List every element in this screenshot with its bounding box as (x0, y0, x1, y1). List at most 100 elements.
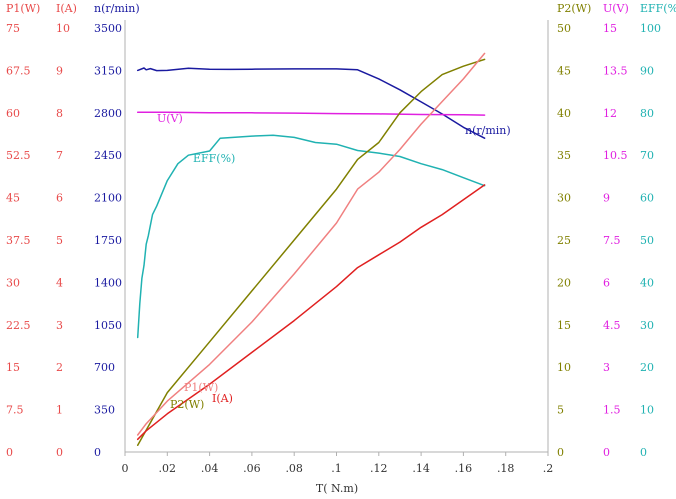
tick-label-i: 1 (56, 404, 63, 417)
annotation-label: n(r/min) (465, 124, 511, 137)
tick-label-p2: 25 (557, 234, 571, 247)
tick-label-eff: 0 (640, 446, 647, 459)
x-tick-label: .08 (285, 462, 303, 475)
x-tick-label: 0 (122, 462, 129, 475)
tick-label-u: 9 (603, 192, 610, 205)
tick-label-p1: 37.5 (6, 234, 31, 247)
tick-label-i: 3 (56, 319, 63, 332)
series-line-n (136, 67, 486, 139)
axis-header-i: I(A) (56, 2, 77, 15)
series-line-u (136, 111, 486, 116)
x-axis-ticks: 0 .02 .04 .06 .08 .1 .12 .14 .16 .18 .2 (122, 452, 554, 475)
tick-label-p2: 10 (557, 361, 571, 374)
x-tick-label: .02 (159, 462, 177, 475)
series-annotations: n(r/min) U(V) EFF(%) P1(W) P2(W) I(A) (157, 112, 511, 411)
annotation-label: I(A) (212, 392, 233, 405)
tick-label-eff: 30 (640, 319, 654, 332)
tick-label-p2: 45 (557, 64, 571, 77)
tick-label-p1: 0 (6, 446, 13, 459)
tick-label-u: 1.5 (603, 404, 621, 417)
x-axis-label: T( N.m) (316, 482, 358, 495)
tick-label-eff: 70 (640, 149, 654, 162)
tick-label-n: 350 (94, 404, 115, 417)
tick-label-eff: 100 (640, 22, 661, 35)
series-line-eff (136, 134, 486, 339)
tick-label-eff: 40 (640, 276, 654, 289)
series-line-p2 (136, 58, 486, 446)
tick-label-n: 3150 (94, 64, 122, 77)
tick-label-i: 7 (56, 149, 63, 162)
x-tick-label: .12 (370, 462, 388, 475)
tick-label-u: 10.5 (603, 149, 628, 162)
tick-label-p1: 67.5 (6, 64, 31, 77)
annotation-label: P2(W) (170, 398, 204, 411)
tick-label-p2: 15 (557, 319, 571, 332)
tick-label-p2: 0 (557, 446, 564, 459)
tick-label-u: 3 (603, 361, 610, 374)
tick-label-u: 7.5 (603, 234, 621, 247)
tick-label-u: 0 (603, 446, 610, 459)
tick-label-p1: 75 (6, 22, 20, 35)
tick-label-u: 12 (603, 107, 617, 120)
axis-header-p1: P1(W) (6, 2, 40, 15)
axis-header-p2: P2(W) (557, 2, 591, 15)
tick-label-eff: 80 (640, 107, 654, 120)
tick-label-p1: 15 (6, 361, 20, 374)
tick-label-i: 10 (56, 22, 70, 35)
tick-label-i: 5 (56, 234, 63, 247)
tick-label-p1: 7.5 (6, 404, 24, 417)
tick-label-eff: 10 (640, 404, 654, 417)
tick-label-eff: 90 (640, 64, 654, 77)
tick-label-p2: 40 (557, 107, 571, 120)
tick-label-p2: 5 (557, 404, 564, 417)
tick-label-eff: 20 (640, 361, 654, 374)
series-line-p1 (136, 52, 486, 436)
axis-ticks: 07.51522.53037.54552.56067.5750123456789… (6, 22, 661, 459)
x-tick-label: .14 (412, 462, 430, 475)
tick-label-i: 2 (56, 361, 63, 374)
tick-label-p1: 52.5 (6, 149, 31, 162)
tick-label-u: 13.5 (603, 64, 628, 77)
tick-label-u: 4.5 (603, 319, 621, 332)
tick-label-u: 6 (603, 276, 610, 289)
axis-header-eff: EFF(%) (640, 2, 676, 15)
tick-label-p2: 20 (557, 276, 571, 289)
annotation-label: P1(W) (184, 381, 218, 394)
tick-label-eff: 50 (640, 234, 654, 247)
series-line-i (136, 184, 486, 441)
tick-label-p1: 22.5 (6, 319, 31, 332)
tick-label-n: 2800 (94, 107, 122, 120)
tick-label-eff: 60 (640, 192, 654, 205)
tick-label-p2: 30 (557, 192, 571, 205)
tick-label-n: 3500 (94, 22, 122, 35)
tick-label-p2: 50 (557, 22, 571, 35)
tick-label-i: 8 (56, 107, 63, 120)
tick-label-n: 1400 (94, 276, 122, 289)
tick-label-n: 2100 (94, 192, 122, 205)
tick-label-u: 15 (603, 22, 617, 35)
axis-header-n: n(r/min) (94, 2, 140, 15)
x-tick-label: .16 (455, 462, 473, 475)
tick-label-p2: 35 (557, 149, 571, 162)
tick-label-p1: 60 (6, 107, 20, 120)
annotation-label: U(V) (157, 112, 183, 125)
tick-label-i: 9 (56, 64, 63, 77)
x-tick-label: .2 (543, 462, 554, 475)
tick-label-n: 0 (94, 446, 101, 459)
tick-label-i: 4 (56, 276, 63, 289)
tick-label-p1: 45 (6, 192, 20, 205)
axis-headers: P1(W) I(A) n(r/min) P2(W) U(V) EFF(%) (6, 2, 676, 15)
tick-label-p1: 30 (6, 276, 20, 289)
tick-label-n: 700 (94, 361, 115, 374)
tick-label-i: 6 (56, 192, 63, 205)
series-lines (136, 52, 486, 446)
x-tick-label: .04 (201, 462, 219, 475)
tick-label-i: 0 (56, 446, 63, 459)
x-tick-label: .18 (497, 462, 515, 475)
x-tick-label: .1 (331, 462, 342, 475)
annotation-label: EFF(%) (193, 152, 235, 165)
axis-header-u: U(V) (603, 2, 629, 15)
tick-label-n: 1750 (94, 234, 122, 247)
tick-label-n: 2450 (94, 149, 122, 162)
